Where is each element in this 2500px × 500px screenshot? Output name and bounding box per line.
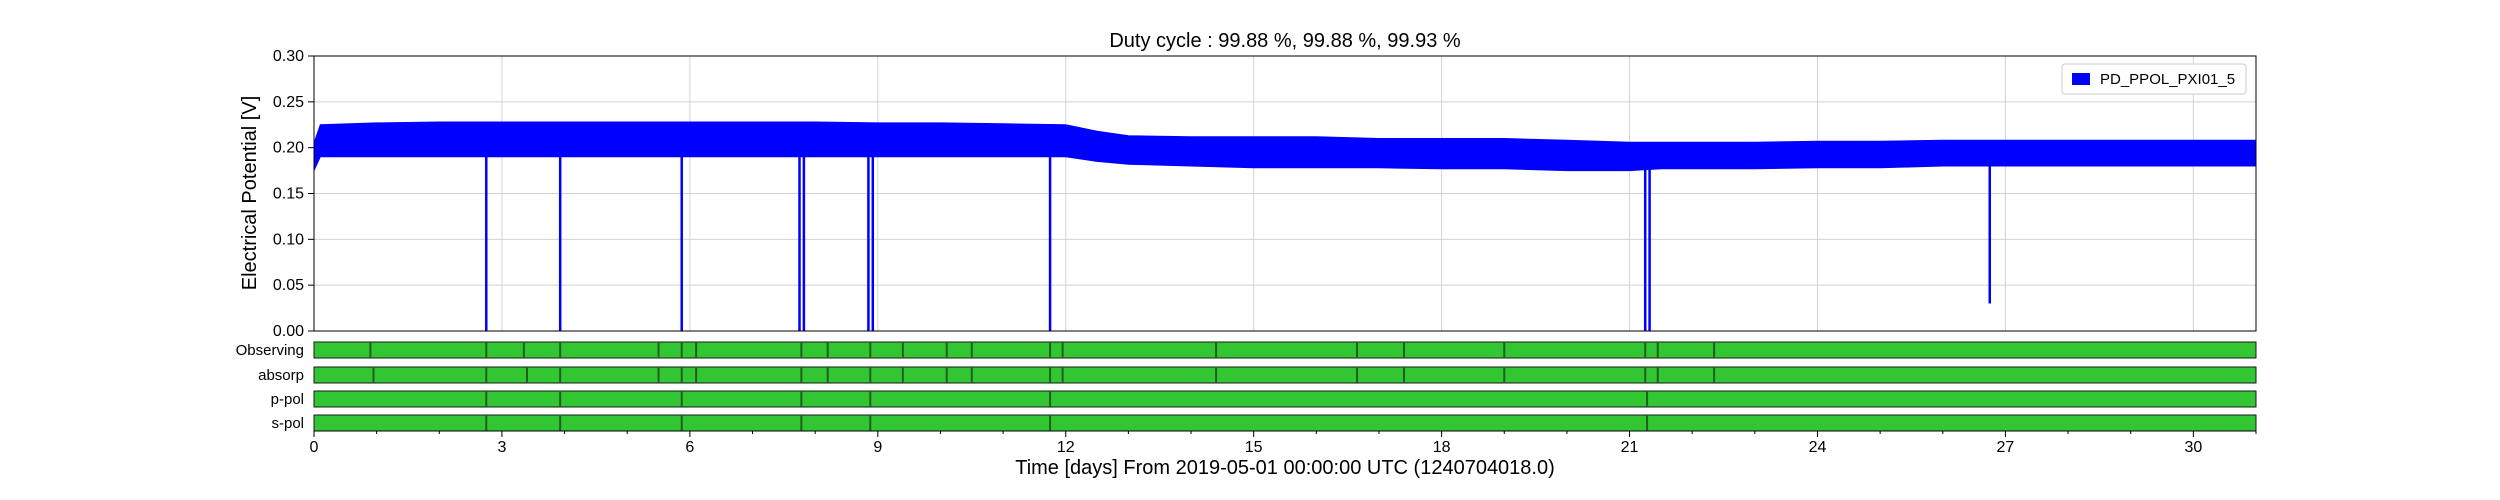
x-tick-label: 15 [1245,439,1263,456]
y-tick-label: 0.20 [273,140,304,157]
x-tick-label: 18 [1433,439,1451,456]
series-band [313,121,2257,172]
segment-bar [313,414,2257,432]
y-tick-label: 0.00 [273,323,304,340]
x-tick-label: 0 [310,439,319,456]
x-tick-label: 30 [2184,439,2202,456]
segment-label: Observing [236,342,304,359]
segment-label: p-pol [271,391,304,408]
grid [313,55,2256,332]
y-tick-label: 0.25 [273,94,304,111]
y-tick-label: 0.10 [273,231,304,248]
y-axis: 0.00 0.05 0.10 0.15 0.20 0.25 0.30 [273,48,314,340]
x-tick-label: 12 [1057,439,1075,456]
y-tick-label: 0.15 [273,186,304,203]
y-tick-label: 0.30 [273,48,304,65]
segment-label: s-pol [271,415,304,432]
chart-title: Duty cycle : 99.88 %, 99.88 %, 99.93 % [1109,30,1461,52]
x-tick-label: 24 [1809,439,1827,456]
x-axis-label: Time [days] From 2019-05-01 00:00:00 UTC… [1015,457,1555,479]
legend-frame [2061,63,2247,95]
x-tick-label: 3 [497,439,506,456]
segment-label: absorp [258,367,304,384]
y-axis-label: Electrical Potential [V] [239,96,261,291]
x-tick-label: 6 [685,439,694,456]
legend-label: PD_PPOL_PXI01_5 [2100,71,2235,88]
x-tick-label: 27 [1997,439,2015,456]
segment-bar [313,341,2257,359]
x-tick-label: 21 [1621,439,1639,456]
segment-bar [313,366,2257,384]
y-tick-label: 0.05 [273,277,304,294]
segment-bar [313,390,2257,408]
legend-swatch [2072,73,2090,85]
segment-panels: Observing absorp p-pol s-pol [236,341,2257,432]
series-area [313,121,2257,331]
x-tick-label: 9 [873,439,882,456]
legend: PD_PPOL_PXI01_5 [2061,63,2247,95]
x-axis: 0 3 6 9 12 15 18 21 24 27 30 [310,430,2257,456]
